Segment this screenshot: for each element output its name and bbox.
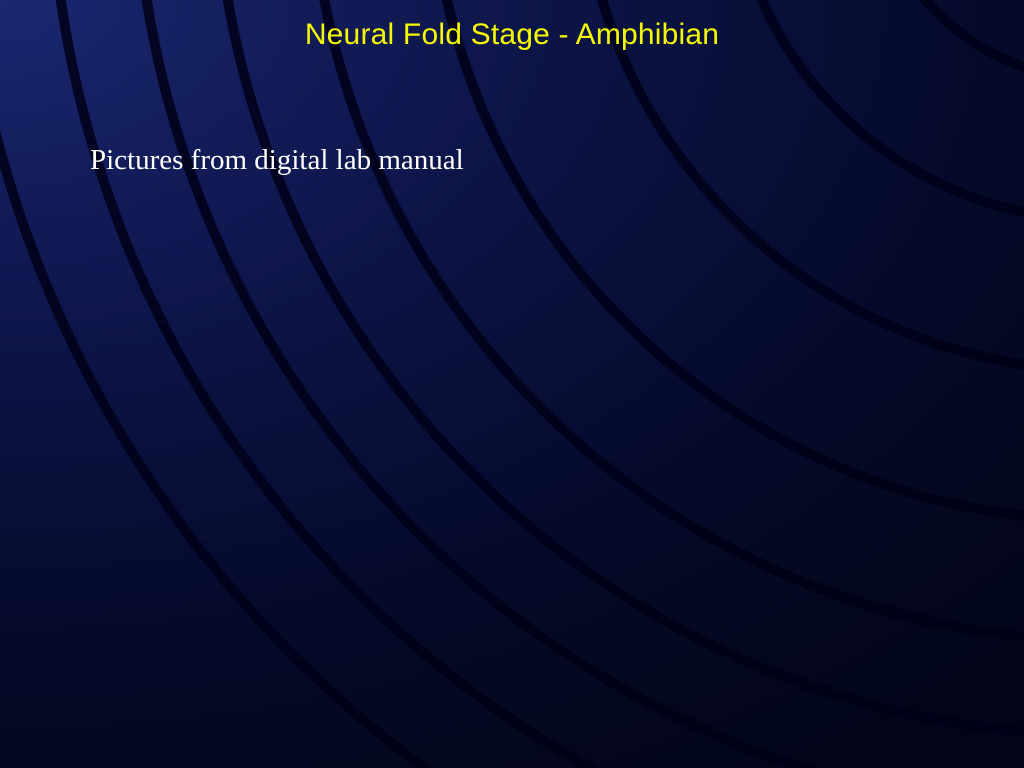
background-arc <box>215 0 1024 735</box>
slide-title: Neural Fold Stage - Amphibian <box>0 18 1024 52</box>
slide-body-text: Pictures from digital lab manual <box>90 144 464 177</box>
background-arc <box>430 0 1024 520</box>
background-arc <box>580 0 1024 370</box>
background-arc <box>135 0 1024 768</box>
background-arc <box>0 0 1024 768</box>
background-arc <box>310 0 1024 640</box>
background-arcs <box>0 0 1024 768</box>
slide: Neural Fold Stage - Amphibian Pictures f… <box>0 0 1024 768</box>
background-arc <box>50 0 1024 768</box>
